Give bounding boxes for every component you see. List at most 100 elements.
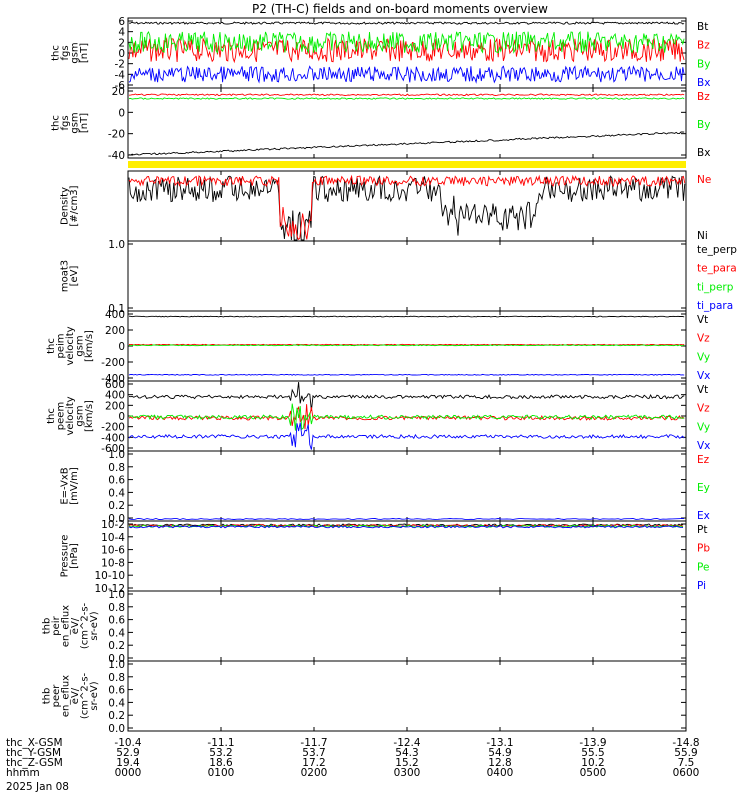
y-tick-label: 0 [118,341,125,353]
y-tick-label: 0.0 [108,653,125,665]
x-axis-value: -10.4 [114,737,141,749]
legend-ti_perp: ti_perp [697,281,734,293]
y-axis-label-line: eV/ [70,687,81,704]
y-tick-label: -40 [108,150,125,162]
y-axis-label-line: eV/ [70,617,81,634]
x-axis-value: 10.2 [581,757,604,769]
y-axis-label-line: thc [51,45,62,61]
y-tick-label: -600 [101,443,125,455]
x-axis-value: -13.9 [579,737,606,749]
y-axis-label-line: [eV] [69,266,80,287]
y-axis-label: Density[#/cm3] [60,185,81,226]
legend-Ez: Ez [697,454,710,466]
y-axis-label-line: thc [51,115,62,131]
y-tick-label: 0.0 [108,513,125,525]
y-axis-label-line: thb [42,618,53,635]
panel-efield: 1.00.80.60.40.20.0 E=-VxB[mV/m] Ez Ey Ex [60,449,710,525]
x-axis-value: 18.6 [209,757,233,769]
y-tick-label: 0.2 [108,500,125,512]
y-axis-label-line: thc [46,338,57,354]
legend-Vy: Vy [697,421,710,433]
panel-frame [127,450,687,522]
y-axis-label-line: peer [51,684,62,708]
legend-Bx: Bx [697,77,710,89]
panel-pressure: 10-210-410-610-810-1010-12Pressure[nPa]P… [60,519,711,595]
x-axis-value: 54.3 [395,747,418,759]
y-axis-label-line: (cm^2-s- [80,602,91,649]
legend-Vz: Vz [697,403,710,415]
x-axis-value: 55.9 [674,747,697,759]
legend-Bt: Bt [697,21,708,33]
y-tick-label: 600 [105,379,125,391]
y-tick-label: 0.4 [108,697,125,709]
x-axis-value: 7.5 [678,757,695,769]
legend-Ex: Ex [697,510,710,522]
y-tick-label: 0.6 [108,685,125,697]
y-axis-label-line: [km/s] [84,330,95,362]
y-axis-label-line: peim [56,333,67,358]
legend-Vt: Vt [697,384,708,396]
y-tick-label: 0.4 [108,487,125,499]
y-axis-label-line: velocity [65,396,76,435]
x-axis-row-label: hhmm [6,767,40,779]
y-tick-label: 1.0 [108,589,125,601]
panel-density: Density[#/cm3] Ne Ni [60,170,711,242]
y-tick-label: 2 [118,37,125,49]
legend-te_para: te_para [697,263,737,275]
y-axis-label-line: [mV/m] [69,467,80,505]
panels: 6420-2-4-6thcfgsgsm[nT]BtBzByBx200-20-40… [42,16,738,735]
y-axis-label-line: gsm [75,405,86,426]
y-axis-label-line: Pressure [60,535,71,578]
y-tick-label: 0.8 [108,672,125,684]
y-axis-label-line: gsm [75,335,86,356]
x-axis-value: 0300 [394,767,421,779]
x-axis-value: -11.1 [207,737,234,749]
legend-Vt: Vt [697,314,708,326]
y-axis-label: Pressure[nPa] [60,535,81,578]
y-tick-label: 10-8 [101,557,125,569]
y-axis-label-line: (cm^2-s- [80,672,91,719]
legend-Bx: Bx [697,147,710,159]
y-tick-label: 0 [118,48,125,60]
y-axis-label-line: [nT] [79,113,90,133]
y-axis-label-line: [nPa] [69,543,80,569]
panel-frame [127,660,687,732]
legend-Vz: Vz [697,333,710,345]
y-tick-label: 0.6 [108,615,125,627]
y-tick-label: 0.6 [108,475,125,487]
y-tick-label: -4 [115,69,126,81]
panel-thb_2: 1.00.80.60.40.20.0 thbpeeren_efluxeV/(cm^… [42,659,687,735]
legend-te_perp: te_perp [697,244,737,256]
legend-Bz: Bz [697,40,710,52]
x-axis-value: 53.2 [209,747,232,759]
trace-Ex [128,518,684,520]
y-axis-label-line: thb [42,688,53,705]
y-tick-label: -400 [101,373,125,385]
x-axis-value: 54.9 [488,747,511,759]
trace-Vt [128,315,685,318]
y-tick-label: 200 [105,400,125,412]
y-tick-label: 10-2 [101,519,125,531]
y-tick-label: 0.0 [108,723,125,735]
panel-frame [127,590,687,662]
x-axis-value: -13.1 [486,737,513,749]
y-axis-label-line: gsm [70,42,81,63]
trace-Pi [128,525,684,529]
x-axis-value: 0100 [208,767,235,779]
y-axis-label-line: fgs [60,115,71,130]
y-axis-label-line: [km/s] [84,400,95,432]
legend-By: By [697,119,710,131]
y-axis-label-line: peir [51,615,62,635]
trace-Vx [128,373,685,376]
x-axis-value: -11.7 [300,737,327,749]
y-tick-label: 1.0 [108,659,125,671]
y-tick-label: 400 [105,390,125,402]
y-tick-label: 0.8 [108,462,125,474]
